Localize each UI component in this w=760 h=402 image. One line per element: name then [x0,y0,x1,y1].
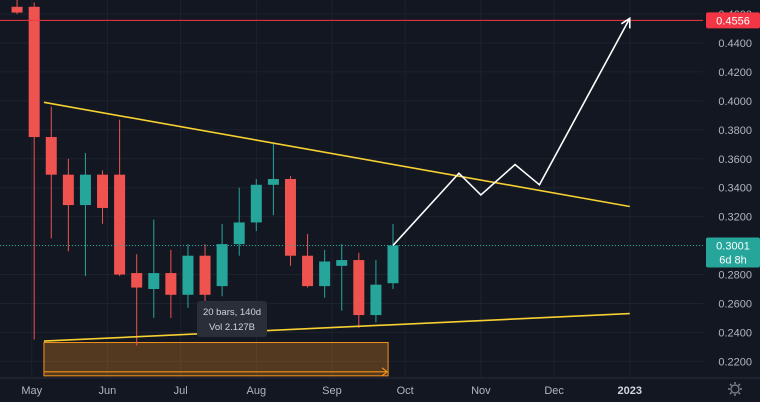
candle-up [79,152,91,276]
candle-body [267,179,279,185]
candle-body [131,273,143,288]
candle-body [250,184,262,223]
price-tick-label: 0.3800 [718,125,752,137]
projection-path [392,17,631,246]
drawings[interactable] [0,16,703,342]
bar-countdown-label: 6d 8h [719,254,747,266]
candle-body [62,174,74,206]
candle-down [302,234,314,288]
time-tick-label: Jul [174,385,188,397]
candle-down [62,158,74,252]
candle-body [233,222,245,245]
price-tick-label: 0.2600 [718,298,752,310]
date-range-measure[interactable] [43,342,389,377]
price-badges: 0.4556 0.3001 6d 8h [706,12,760,268]
candle-down [284,176,296,266]
candle-body [148,273,160,289]
projection-arrowhead [620,16,631,29]
candle-down [114,119,126,276]
candle-body [97,174,109,208]
candle-down [131,254,143,346]
candle-body [302,255,314,287]
current-price-badge [706,237,760,268]
price-tick-label: 0.4000 [718,96,752,108]
price-tick-label: 0.2400 [718,327,752,339]
time-tick-label: Oct [397,385,414,397]
candle-up [182,244,194,308]
price-tick-label: 0.4200 [718,67,752,79]
candle-body [370,284,382,316]
candle-down [45,106,57,239]
price-tick-label: 0.4400 [718,38,752,50]
price-tick-label: 0.3400 [718,183,752,195]
time-tick-label: May [21,385,42,397]
candle-down [165,249,177,318]
candle-down [11,0,23,15]
price-tick-label: 0.2200 [718,356,752,368]
candle-up [250,179,262,232]
candles[interactable] [11,0,399,346]
candle-up [370,260,382,323]
tooltip-bars-text: 20 bars, 140d [203,307,261,318]
price-tick-label: 0.3200 [718,212,752,224]
grid [0,0,703,378]
price-tick-label: 0.3600 [718,154,752,166]
candle-body [216,244,228,287]
tooltip-box [197,301,267,337]
candle-body [336,260,348,266]
candle-up [387,223,399,289]
candle-body [319,261,331,287]
candle-body [114,174,126,275]
candle-body [199,255,211,295]
candle-up [148,219,160,318]
candle-up [336,244,348,311]
candle-down [28,2,40,340]
candle-up [319,249,331,298]
candle-body [28,6,40,138]
candle-up [267,142,279,216]
target-price-label: 0.4556 [716,15,750,27]
candle-body [79,174,91,206]
candle-body [182,255,194,295]
price-tick-label: 0.2800 [718,270,752,282]
time-tick-label: Nov [471,385,491,397]
candle-body [353,260,365,316]
candle-body [45,137,57,175]
gear-icon[interactable] [728,382,742,396]
date-range-box [43,342,389,377]
candle-down [353,252,365,329]
tooltip-volume-text: Vol 2.127B [209,322,255,333]
time-tick-label: Sep [322,385,342,397]
candle-up [233,187,245,256]
time-tick-label: Dec [544,385,564,397]
candle-body [387,245,399,284]
candle-down [199,244,211,307]
date-range-arrowhead [381,367,389,377]
candle-body [11,6,23,13]
candle-down [97,170,109,224]
current-price-label: 0.3001 [716,240,750,252]
upper-trendline [43,101,630,208]
candle-body [165,273,177,295]
time-tick-label: Aug [247,385,267,397]
candle-body [284,179,296,256]
target-price-badge [706,12,760,29]
price-axis-background [703,0,760,378]
date-range-tooltip: 20 bars, 140d Vol 2.127B [197,301,267,337]
lower-trendline [43,312,630,342]
time-axis[interactable]: May Jun Jul Aug Sep Oct Nov Dec 2023 [0,377,760,397]
time-tick-label: Jun [99,385,117,397]
price-axis[interactable]: 0.46000.44000.42000.40000.38000.36000.34… [703,0,760,378]
time-tick-label: 2023 [618,385,642,397]
candle-up [216,223,228,297]
